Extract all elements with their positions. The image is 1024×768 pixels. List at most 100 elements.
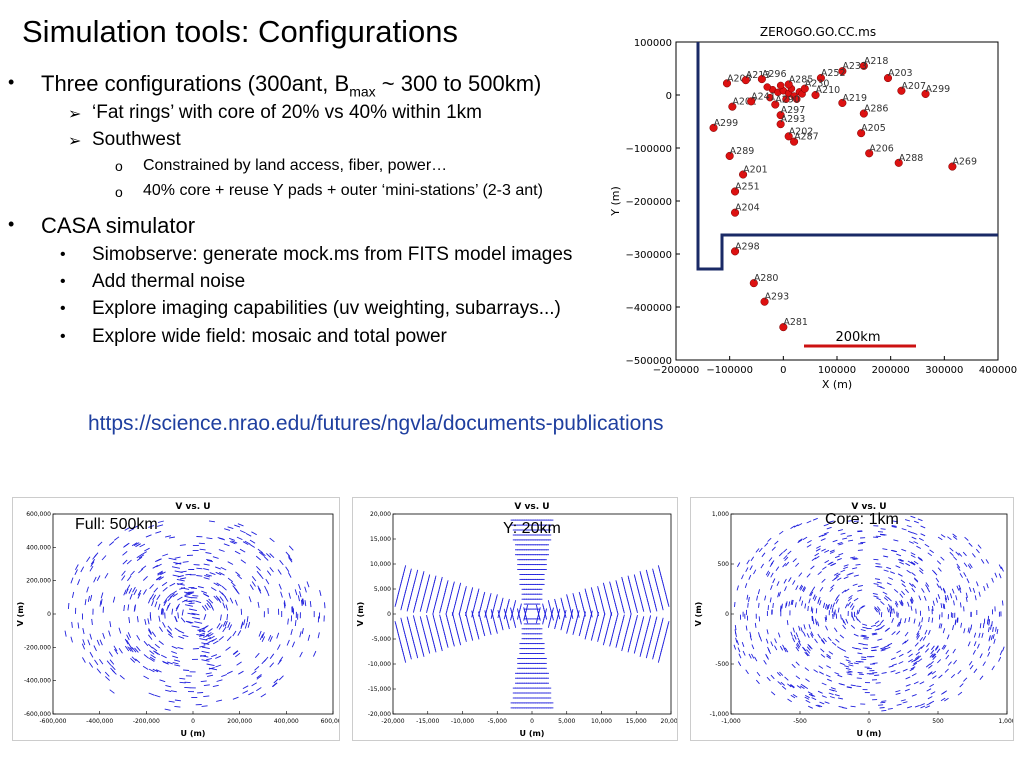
uv-x-tick-label: 0 xyxy=(867,718,871,725)
bullet-marker: • xyxy=(60,273,66,290)
publications-link[interactable]: https://science.nrao.edu/futures/ngvla/d… xyxy=(88,412,664,435)
antenna-core-dot xyxy=(782,95,790,103)
antenna-core-dot xyxy=(793,95,801,103)
uv-y-tick-label: 15,000 xyxy=(370,536,391,543)
uv-x-tick-label: 600,000 xyxy=(321,718,339,725)
sub-bullet-wide-field: Explore wide field: mosaic and total pow… xyxy=(92,326,447,347)
antenna-dot xyxy=(865,149,874,158)
x-axis-ticks: −200000 −100000 0 100000 200000 300000 400000 xyxy=(653,356,1017,376)
antenna-label: A297 xyxy=(781,105,806,116)
bullet-marker: • xyxy=(60,328,66,345)
antenna-dot xyxy=(709,123,718,132)
sub-sub-bullet-constrained: Constrained by land access, fiber, power… xyxy=(143,157,448,174)
x-tick-label: 100000 xyxy=(818,365,856,376)
bullet-three-configurations: Three configurations (300ant, Bmax ~ 300… xyxy=(41,71,542,100)
circle-marker: o xyxy=(115,184,123,200)
uv-x-tick-label: 500 xyxy=(932,718,944,725)
arrow-marker: ➢ xyxy=(68,106,82,123)
antenna-label: A298 xyxy=(735,241,760,252)
antenna-dot xyxy=(859,109,868,118)
bullet-marker: • xyxy=(8,72,15,92)
antenna-dot xyxy=(859,61,868,70)
antenna-label: A210 xyxy=(816,85,841,96)
antenna-label: A286 xyxy=(864,104,889,115)
uv-x-tick-label: 1,000 xyxy=(998,718,1013,725)
antenna-dot xyxy=(749,279,758,288)
y-tick-label: 100000 xyxy=(634,38,672,49)
x-tick-label: 300000 xyxy=(925,365,963,376)
x-tick-label: 400000 xyxy=(979,365,1017,376)
uv-x-tick-label: -1,000 xyxy=(721,718,741,725)
uv-plot-label: Core: 1km xyxy=(825,511,899,528)
bullet-marker: • xyxy=(60,300,66,317)
antenna-label: A269 xyxy=(952,157,977,168)
uv-tracks xyxy=(733,515,1005,712)
antenna-label: A290 xyxy=(775,95,800,106)
antenna-label: A251 xyxy=(735,181,760,192)
antenna-label: A208 xyxy=(727,73,752,84)
antenna-dot xyxy=(811,90,820,100)
antenna-label: A213 xyxy=(746,70,771,81)
uv-y-tick-label: -600,000 xyxy=(24,711,51,718)
uv-y-axis-label: V (m) xyxy=(356,602,365,627)
antenna-dot xyxy=(800,84,809,93)
antenna-dot xyxy=(779,323,788,332)
antenna-dot xyxy=(921,89,930,98)
uv-y-tick-label: -200,000 xyxy=(24,644,51,651)
uv-x-tick-label: -600,000 xyxy=(40,718,67,725)
y-tick-label: −300000 xyxy=(625,250,672,261)
circle-marker: o xyxy=(115,158,123,174)
antenna-dot xyxy=(857,129,866,138)
uv-x-tick-label: -10,000 xyxy=(451,718,474,725)
uv-plot-frame xyxy=(730,513,1008,715)
antenna-dot xyxy=(816,73,825,83)
uv-x-tick-label: 400,000 xyxy=(274,718,299,725)
antenna-label: A233 xyxy=(842,61,867,72)
antenna-dot xyxy=(725,151,734,160)
uv-x-tick-label: 20,000 xyxy=(661,718,678,725)
antenna-label: A289 xyxy=(730,146,755,157)
uv-x-tick-label: 15,000 xyxy=(626,718,647,725)
x-tick-label: −100000 xyxy=(706,365,753,376)
antenna-dot xyxy=(776,111,785,120)
slide-title: Simulation tools: Configurations xyxy=(22,14,458,49)
uv-y-tick-label: 500 xyxy=(718,561,730,568)
y-tick-label: −200000 xyxy=(625,197,672,208)
sub-bullet-fat-rings: ‘Fat rings’ with core of 20% vs 40% with… xyxy=(92,102,483,123)
uv-y-tick-label: -5,000 xyxy=(372,636,392,643)
y-axis-label: Y (m) xyxy=(609,186,622,217)
antenna-label: A280 xyxy=(754,273,779,284)
plot-frame xyxy=(675,41,999,361)
uv-y-tick-label: 1,000 xyxy=(712,511,729,518)
y-tick-label: −100000 xyxy=(625,144,672,155)
uv-y-tick-label: 5,000 xyxy=(374,586,391,593)
antenna-dot xyxy=(730,187,740,196)
antenna-dot xyxy=(948,162,957,171)
x-tick-label: 0 xyxy=(780,365,786,376)
antenna-dot xyxy=(730,247,740,256)
uv-x-axis-label: U (m) xyxy=(181,729,206,738)
uv-y-tick-label: 0 xyxy=(725,611,729,618)
uv-y-tick-label: 20,000 xyxy=(370,511,391,518)
antenna-dot xyxy=(728,102,737,111)
uv-x-tick-label: 10,000 xyxy=(591,718,612,725)
antenna-label: A252 xyxy=(821,68,846,79)
antenna-label: A299 xyxy=(926,84,951,95)
sub-bullet-thermal-noise: Add thermal noise xyxy=(92,271,246,292)
uv-y-axis-label: V (m) xyxy=(694,602,703,627)
antenna-core-dot xyxy=(766,93,774,102)
sub-bullet-simobserve: Simobserve: generate mock.ms from FITS m… xyxy=(92,244,573,265)
uv-x-tick-label: 0 xyxy=(191,718,195,725)
x-tick-label: −200000 xyxy=(653,365,700,376)
uv-y-tick-label: -10,000 xyxy=(368,661,391,668)
uv-plot-label: Full: 500km xyxy=(75,516,158,533)
plot-title: ZEROGO.GO.CC.ms xyxy=(760,25,876,39)
antenna-label: A241 xyxy=(751,91,776,102)
uv-y-tick-label: 0 xyxy=(387,611,391,618)
antenna-dot xyxy=(722,79,732,88)
antenna-dot xyxy=(771,100,780,109)
uv-plot-title: V vs. U xyxy=(175,502,210,512)
uv-y-tick-label: -1,000 xyxy=(710,711,730,718)
antenna-dot xyxy=(790,137,799,146)
